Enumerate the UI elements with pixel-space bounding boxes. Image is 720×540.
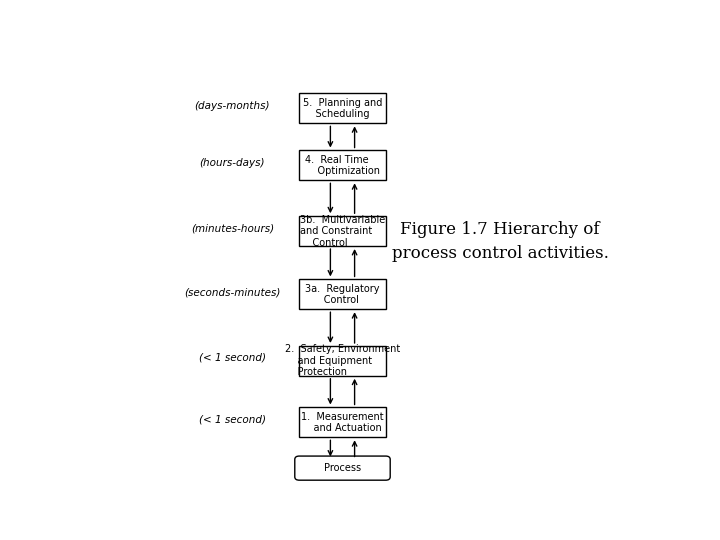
Bar xyxy=(300,346,386,376)
Text: (seconds-minutes): (seconds-minutes) xyxy=(184,287,281,297)
Text: 1.  Measurement
    and Actuation: 1. Measurement and Actuation xyxy=(301,411,384,433)
Bar xyxy=(300,279,386,309)
Text: (minutes-hours): (minutes-hours) xyxy=(191,223,274,233)
Bar xyxy=(300,93,386,124)
Text: (< 1 second): (< 1 second) xyxy=(199,415,266,424)
Text: process control activities.: process control activities. xyxy=(392,246,608,262)
Text: 4.  Real Time
    Optimization: 4. Real Time Optimization xyxy=(305,154,380,176)
Text: 2.  Safety, Environment
    and Equipment
    Protection: 2. Safety, Environment and Equipment Pro… xyxy=(285,344,400,377)
Bar xyxy=(300,216,386,246)
Bar xyxy=(300,151,386,180)
Text: (< 1 second): (< 1 second) xyxy=(199,353,266,363)
Text: (days-months): (days-months) xyxy=(194,102,270,111)
Text: (hours-days): (hours-days) xyxy=(199,158,265,168)
Text: 5.  Planning and
    Scheduling: 5. Planning and Scheduling xyxy=(303,98,382,119)
Text: Figure 1.7 Hierarchy of: Figure 1.7 Hierarchy of xyxy=(400,220,600,238)
Bar xyxy=(300,407,386,437)
FancyBboxPatch shape xyxy=(294,456,390,480)
Text: Process: Process xyxy=(324,463,361,473)
Text: 3a.  Regulatory
      Control: 3a. Regulatory Control xyxy=(305,284,379,305)
Text: 3b.  Multivariable
and Constraint
    Control: 3b. Multivariable and Constraint Control xyxy=(300,214,385,248)
